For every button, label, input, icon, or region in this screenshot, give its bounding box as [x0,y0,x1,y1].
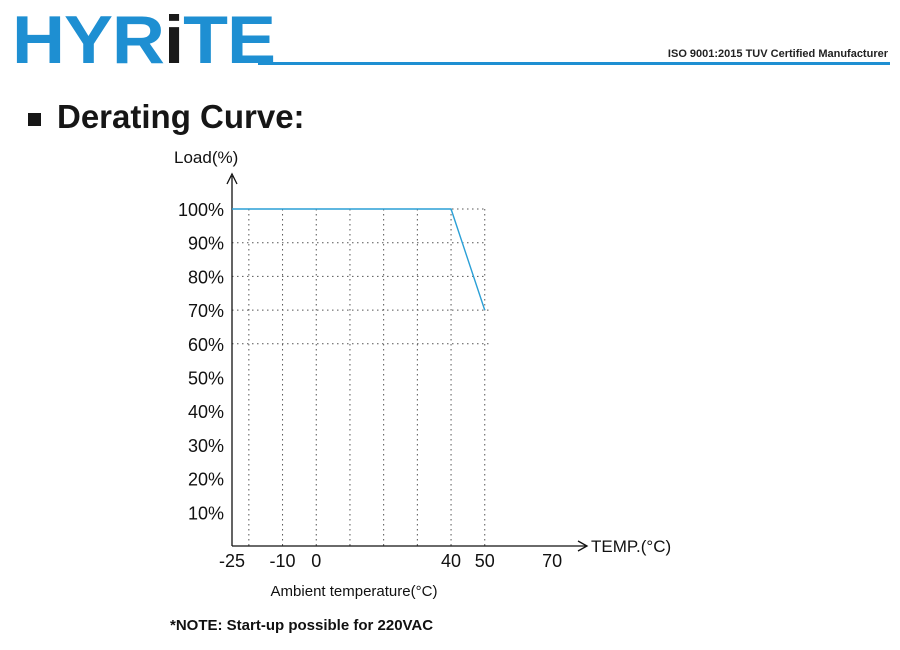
x-tick-label: -25 [219,551,245,571]
y-tick-label: 50% [188,369,224,389]
y-tick-label: 20% [188,470,224,490]
x-tick-label: 70 [542,551,562,571]
section-heading: Derating Curve: [28,98,305,136]
logo-part-1: HYR [12,2,165,78]
y-tick-label: 60% [188,335,224,355]
y-tick-label: 30% [188,436,224,456]
x-tick-label: 40 [441,551,461,571]
y-tick-label: 10% [188,503,224,523]
x-tick-label: -10 [270,551,296,571]
x-tick-label: 0 [311,551,321,571]
x-axis-title: Ambient temperature(°C) [271,583,438,600]
y-tick-label: 40% [188,402,224,422]
y-tick-label: 100% [178,200,224,220]
derating-line [232,208,486,311]
y-axis-title: Load(%) [174,148,238,167]
section-title: Derating Curve: [57,98,305,135]
header-divider [258,62,890,65]
footnote: *NOTE: Start-up possible for 220VAC [170,617,434,634]
y-tick-label: 80% [188,267,224,287]
brand-logo: HYRiTE [12,6,276,74]
y-tick-label: 70% [188,301,224,321]
x-tick-label: 50 [475,551,495,571]
y-tick-label: 90% [188,234,224,254]
y-axis-arrow-icon [226,172,238,185]
logo-part-2: i [163,2,184,78]
x-axis-arrow-label: TEMP.(°C) [591,537,671,556]
bullet-square-icon [28,112,41,126]
certification-text: ISO 9001:2015 TUV Certified Manufacturer [667,48,888,60]
x-axis-arrow-icon [577,540,589,552]
